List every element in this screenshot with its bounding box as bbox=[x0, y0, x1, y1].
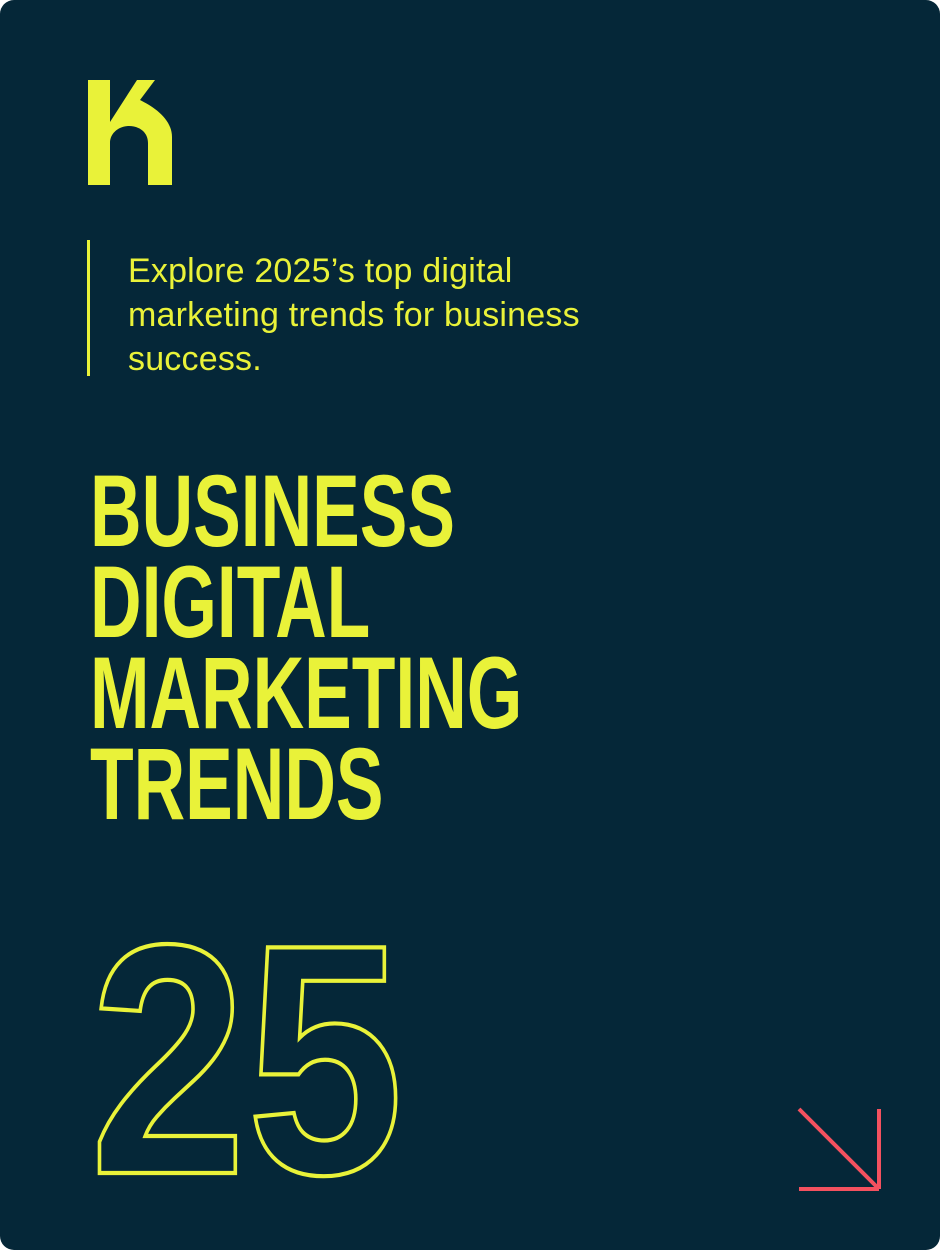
intro-line: success. bbox=[128, 340, 262, 378]
headline-line-digital: DIGITAL bbox=[90, 545, 371, 659]
headline-line-trends: TRENDS bbox=[90, 727, 384, 841]
year-text: 25 bbox=[90, 876, 404, 1243]
intro-line: Explore 2025’s top digital bbox=[128, 252, 513, 290]
year-outline: 25 bbox=[88, 874, 406, 1245]
intro-line: marketing trends for business bbox=[128, 296, 580, 334]
k-logo-icon bbox=[88, 80, 172, 185]
headline-line-marketing: MARKETING bbox=[90, 636, 523, 750]
arrow-shaft bbox=[797, 1107, 881, 1191]
arrow-down-right-icon bbox=[797, 1107, 881, 1191]
intro-text: Explore 2025’s top digital marketing tre… bbox=[128, 249, 580, 381]
quote-accent-bar bbox=[87, 240, 90, 376]
headline-line-business: BUSINESS bbox=[90, 454, 456, 568]
headline: BUSINESS DIGITAL MARKETING TRENDS bbox=[90, 454, 708, 841]
